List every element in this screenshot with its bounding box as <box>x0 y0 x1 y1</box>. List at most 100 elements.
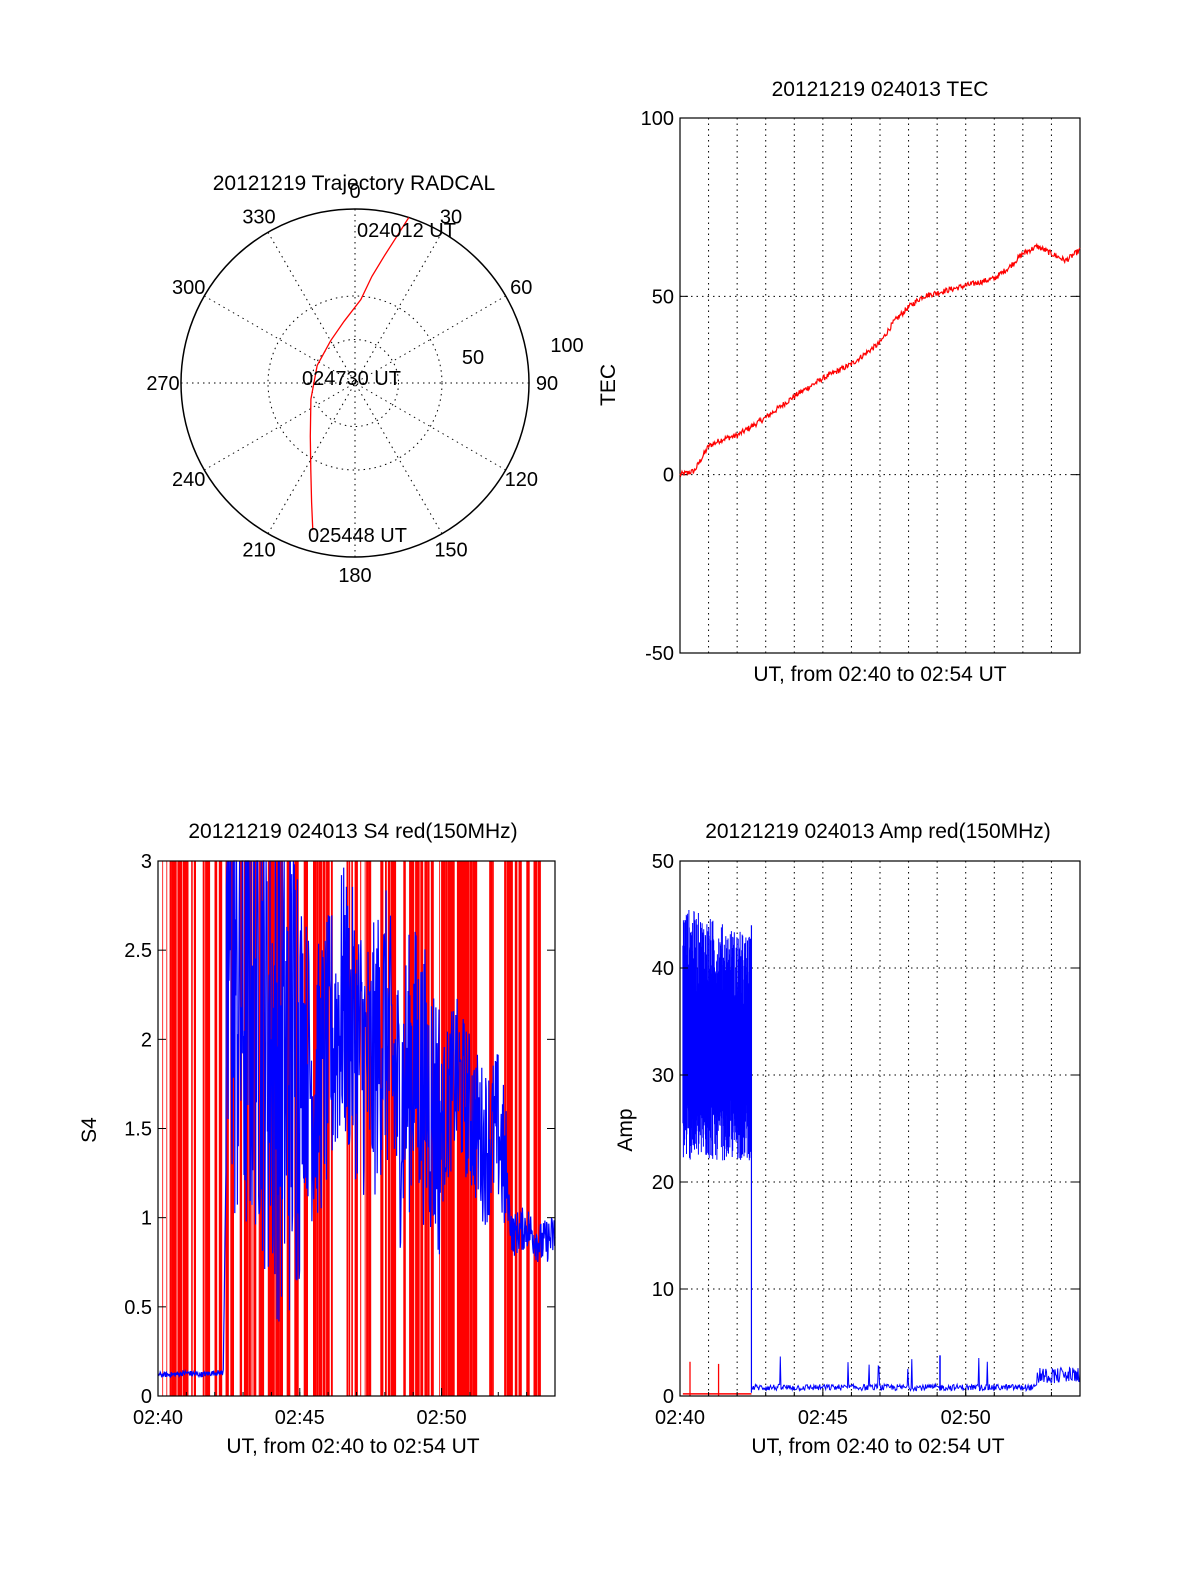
s4-red-spike <box>326 861 330 1396</box>
s4-red-spike <box>214 861 216 1396</box>
y-tick-label: 2 <box>141 1029 152 1051</box>
s4-red-spike <box>191 861 193 1396</box>
s4-red-spike <box>492 861 494 1396</box>
s4-red-spike <box>458 861 461 1396</box>
s4-red-spike <box>415 861 417 1396</box>
y-tick-label: 40 <box>652 958 674 980</box>
chart-title: 20121219 Trajectory RADCAL <box>213 172 496 195</box>
s4-red-spike <box>511 861 513 1396</box>
s4-red-spike <box>179 861 183 1396</box>
s4-red-spike <box>169 861 172 1396</box>
y-tick-label: 0.5 <box>124 1297 152 1319</box>
annotation-start-time: 024012 UT <box>357 220 456 242</box>
s4-red-spike <box>526 861 530 1396</box>
s4-red-spike <box>448 861 452 1396</box>
s4-red-spike <box>462 861 465 1396</box>
s4-red-spike <box>452 861 455 1396</box>
trajectory-polar-chart: 20121219 Trajectory RADCAL 0 30 60 90 120 150… <box>146 172 583 587</box>
s4-red-spike <box>202 861 205 1396</box>
amp-red-series <box>682 1361 752 1396</box>
s4-red-spike <box>218 861 221 1396</box>
amp-blue-series <box>682 910 1081 1393</box>
tec-y-ticks: -50 0 50 100 <box>641 108 1080 665</box>
s4-red-spike <box>231 861 234 1396</box>
s4-red-spike <box>385 861 387 1396</box>
x-tick-label: 02:50 <box>417 1407 467 1429</box>
s4-red-spike <box>185 861 188 1396</box>
s4-red-spike <box>258 861 260 1396</box>
tec-plot-frame <box>679 117 1081 654</box>
y-tick-label: 30 <box>652 1065 674 1087</box>
y-tick-label: 1 <box>141 1208 152 1230</box>
y-tick-label: 100 <box>641 108 674 130</box>
s4-red-spike <box>209 861 211 1396</box>
x-tick-label: 02:40 <box>655 1407 705 1429</box>
s4-red-spike <box>489 861 492 1396</box>
s4-red-spike <box>535 861 538 1396</box>
y-axis-label: S4 <box>78 1117 101 1143</box>
s4-ticks: 0 0.5 1 1.5 2 2.5 3 02:40 02:45 02:50 <box>124 851 556 1429</box>
s4-red-spike <box>364 861 366 1396</box>
y-tick-label: 0 <box>141 1386 152 1408</box>
s4-red-spike <box>514 861 518 1396</box>
s4-red-spike <box>206 861 208 1396</box>
s4-red-spike <box>177 861 180 1396</box>
polar-angle-label: 30 <box>440 207 462 229</box>
s4-red-spike <box>538 861 541 1396</box>
s4-red-spike <box>456 861 460 1396</box>
s4-red-spike <box>174 861 177 1396</box>
s4-blue-series-line <box>157 860 556 1379</box>
s4-red-spike <box>172 861 176 1396</box>
polar-angle-labels: 0 30 60 90 120 150 180 210 240 270 300 330 <box>146 181 558 587</box>
s4-red-spike <box>214 861 218 1396</box>
amp-blue-low-trace <box>750 1356 1081 1393</box>
y-tick-label: 0 <box>663 465 674 487</box>
s4-red-spike <box>351 861 353 1396</box>
s4-red-spike <box>193 861 196 1396</box>
s4-red-spike <box>171 861 174 1396</box>
x-axis-label: UT, from 02:40 to 02:54 UT <box>751 1435 1004 1458</box>
y-tick-label: 3 <box>141 851 152 873</box>
y-tick-label: 50 <box>652 851 674 873</box>
s4-red-spike <box>187 861 189 1396</box>
polar-angle-label: 210 <box>242 539 275 561</box>
s4-red-spike <box>346 861 349 1396</box>
s4-red-spike <box>273 861 275 1396</box>
y-tick-label: 1.5 <box>124 1119 152 1141</box>
s4-red-spike <box>504 861 505 1396</box>
s4-red-spike <box>510 861 512 1396</box>
polar-angle-label: 180 <box>338 565 371 587</box>
x-axis-label: UT, from 02:40 to 02:54 UT <box>753 663 1006 686</box>
y-tick-label: 20 <box>652 1172 674 1194</box>
y-axis-label: TEC <box>597 364 620 406</box>
polar-angle-label: 90 <box>536 373 558 395</box>
polar-angle-label: 300 <box>172 277 205 299</box>
y-tick-label: 50 <box>652 286 674 308</box>
s4-red-spike <box>392 861 394 1396</box>
annotation-end-time: 025448 UT <box>308 525 407 547</box>
s4-red-spike <box>240 861 243 1396</box>
s4-red-spike <box>519 861 522 1396</box>
x-axis-label: UT, from 02:40 to 02:54 UT <box>226 1435 479 1458</box>
polar-outer-circle <box>180 208 530 558</box>
trajectory-series-line <box>309 217 410 531</box>
chart-title: 20121219 024013 Amp red(150MHz) <box>705 820 1051 843</box>
s4-red-spike <box>226 861 229 1396</box>
s4-red-spike <box>206 861 210 1396</box>
radial-label-50: 50 <box>462 347 484 369</box>
chart-title: 20121219 024013 S4 red(150MHz) <box>188 820 517 843</box>
s4-chart: 20121219 024013 S4 red(150MHz) 0 0.5 1 1.5 2… <box>78 820 556 1458</box>
s4-red-spike <box>246 861 249 1396</box>
polar-angle-label: 330 <box>242 207 275 229</box>
polar-grid-circle-inner <box>311 339 399 427</box>
s4-red-spike <box>183 861 185 1396</box>
y-tick-label: 2.5 <box>124 940 152 962</box>
s4-red-spike <box>387 861 391 1396</box>
s4-red-spike <box>506 861 509 1396</box>
polar-grid-circle-50 <box>267 295 443 471</box>
radial-label-100: 100 <box>550 335 583 357</box>
amp-ticks: 0 10 20 30 40 50 02:40 02:45 02:50 <box>652 851 1081 1429</box>
tec-chart: 20121219 024013 TEC -50 0 50 100 UT, from 0… <box>597 78 1081 686</box>
tec-grid <box>680 118 1080 653</box>
